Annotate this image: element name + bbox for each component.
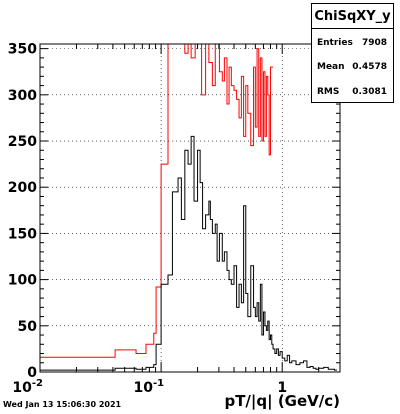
x-tick-label: 1	[277, 380, 287, 396]
y-tick-label: 350	[8, 42, 37, 58]
x-axis-title: pT/|q| (GeV/c)	[224, 392, 340, 411]
histogram-line	[40, 135, 338, 371]
y-tick-label: 200	[8, 180, 37, 196]
ticks	[39, 44, 341, 373]
histogram-line	[40, 43, 274, 358]
stats-box: ChiSqXY_y Entries 7908 Mean 0.4578 RMS 0…	[311, 3, 394, 103]
y-tick-label: 300	[8, 88, 37, 104]
y-tick-label: 100	[8, 273, 37, 289]
y-tick-label: 0	[27, 365, 37, 381]
stats-row-mean: Mean 0.4578	[317, 59, 387, 75]
x-tick-exponent: -2	[32, 378, 43, 389]
tick-labels: 0 50 100 150 200 250 300 350 10-2 10-1 1	[8, 42, 287, 396]
stats-label: RMS	[317, 87, 340, 97]
y-tick-label: 250	[8, 134, 37, 150]
stats-title: ChiSqXY_y	[312, 4, 393, 29]
series-1	[40, 135, 338, 371]
series-layer	[40, 43, 338, 371]
x-tick-label: 10-1	[134, 378, 165, 396]
x-tick-label: 10-2	[12, 378, 43, 396]
plot-frame	[39, 43, 341, 373]
stats-value: 7908	[361, 38, 387, 48]
series-0	[40, 43, 274, 358]
stats-label: Mean	[317, 62, 345, 72]
stats-row-entries: Entries 7908	[317, 35, 387, 51]
stats-label: Entries	[317, 38, 353, 48]
datestamp: Wed Jan 13 15:06:30 2021	[3, 400, 122, 409]
grid	[40, 44, 340, 372]
stats-value: 0.4578	[352, 62, 387, 72]
y-tick-label: 150	[8, 226, 37, 242]
stats-row-rms: RMS 0.3081	[317, 84, 387, 100]
y-tick-label: 50	[18, 319, 38, 335]
stats-value: 0.3081	[352, 87, 387, 97]
x-tick-exponent: -1	[153, 378, 164, 389]
